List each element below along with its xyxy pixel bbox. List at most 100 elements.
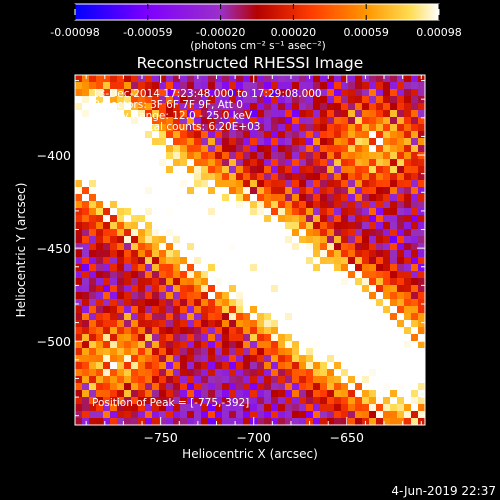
heatmap-cell bbox=[124, 264, 132, 272]
heatmap-cell bbox=[264, 82, 272, 90]
heatmap-cell bbox=[411, 292, 419, 300]
heatmap-cell bbox=[313, 75, 321, 83]
heatmap-cell bbox=[75, 334, 83, 342]
heatmap-cell bbox=[208, 215, 216, 223]
colorbar-units: (photons cm⁻² s⁻¹ asec⁻²) bbox=[190, 40, 325, 52]
heatmap-cell bbox=[236, 229, 244, 237]
heatmap-cell bbox=[320, 292, 328, 300]
heatmap-cell bbox=[369, 201, 377, 209]
heatmap-cell bbox=[222, 103, 230, 111]
heatmap-cell bbox=[278, 229, 286, 237]
heatmap-cell bbox=[124, 278, 132, 286]
heatmap-cell bbox=[383, 271, 391, 279]
heatmap-cell bbox=[145, 89, 153, 97]
heatmap-cell bbox=[152, 348, 160, 356]
heatmap-cell bbox=[215, 362, 223, 370]
heatmap-cell bbox=[411, 320, 419, 328]
heatmap-cell bbox=[285, 397, 293, 405]
heatmap-cell bbox=[292, 334, 300, 342]
heatmap-cell bbox=[236, 75, 244, 83]
heatmap-cell bbox=[390, 110, 398, 118]
heatmap-cell bbox=[75, 82, 83, 90]
heatmap-cell bbox=[187, 397, 195, 405]
heatmap-cell bbox=[96, 348, 104, 356]
heatmap-cell bbox=[327, 201, 335, 209]
annotations: 13-Dec-2014 17:23:48.000 to 17:29:08.000… bbox=[92, 88, 322, 409]
heatmap-cell bbox=[285, 285, 293, 293]
heatmap-cell bbox=[201, 152, 209, 160]
heatmap-cell bbox=[390, 194, 398, 202]
heatmap-cell bbox=[180, 285, 188, 293]
heatmap-cell bbox=[194, 355, 202, 363]
heatmap-cell bbox=[334, 166, 342, 174]
heatmap-cell bbox=[229, 243, 237, 251]
heatmap-cell bbox=[243, 383, 251, 391]
heatmap-cell bbox=[159, 166, 167, 174]
heatmap-cell bbox=[264, 75, 272, 83]
heatmap-cell bbox=[383, 180, 391, 188]
heatmap-cell bbox=[187, 369, 195, 377]
heatmap-cell bbox=[124, 173, 132, 181]
heatmap-cell bbox=[96, 376, 104, 384]
heatmap-cell bbox=[138, 103, 146, 111]
heatmap-cell bbox=[75, 362, 83, 370]
heatmap-cell bbox=[376, 96, 384, 104]
heatmap-cell bbox=[180, 369, 188, 377]
heatmap-cell bbox=[355, 152, 363, 160]
heatmap-cell bbox=[348, 278, 356, 286]
heatmap-cell bbox=[404, 243, 412, 251]
heatmap-cell bbox=[208, 397, 216, 405]
heatmap-cell bbox=[383, 383, 391, 391]
footer-date: 4-Jun-2019 22:37 bbox=[391, 484, 496, 498]
heatmap-cell bbox=[397, 369, 405, 377]
heatmap-cell bbox=[313, 390, 321, 398]
heatmap-cell bbox=[264, 152, 272, 160]
heatmap-cell bbox=[264, 131, 272, 139]
heatmap-cell bbox=[278, 397, 286, 405]
heatmap-cell bbox=[264, 285, 272, 293]
heatmap-cell bbox=[187, 376, 195, 384]
heatmap-cell bbox=[236, 355, 244, 363]
heatmap-cell bbox=[159, 124, 167, 132]
heatmap-cell bbox=[208, 201, 216, 209]
heatmap-cell bbox=[201, 187, 209, 195]
heatmap-cell bbox=[271, 313, 279, 321]
heatmap-cell bbox=[166, 131, 174, 139]
heatmap-cell bbox=[362, 166, 370, 174]
heatmap-cell bbox=[264, 222, 272, 230]
heatmap-cell bbox=[243, 180, 251, 188]
heatmap-cell bbox=[124, 327, 132, 335]
heatmap-cell bbox=[173, 208, 181, 216]
heatmap-cell bbox=[222, 208, 230, 216]
heatmap-cell bbox=[173, 194, 181, 202]
heatmap-cell bbox=[320, 180, 328, 188]
heatmap-cell bbox=[222, 75, 230, 83]
heatmap-cell bbox=[334, 229, 342, 237]
heatmap-cell bbox=[236, 376, 244, 384]
heatmap-cell bbox=[82, 201, 90, 209]
heatmap-cell bbox=[355, 376, 363, 384]
heatmap-cell bbox=[110, 341, 118, 349]
heatmap-cell bbox=[222, 152, 230, 160]
heatmap-cell bbox=[411, 208, 419, 216]
heatmap-cell bbox=[89, 383, 97, 391]
heatmap-cell bbox=[306, 306, 314, 314]
heatmap-cell bbox=[103, 110, 111, 118]
heatmap-cell bbox=[341, 229, 349, 237]
heatmap-cell bbox=[362, 411, 370, 419]
heatmap-cell bbox=[278, 187, 286, 195]
heatmap-cell bbox=[131, 334, 139, 342]
heatmap-cell bbox=[152, 215, 160, 223]
heatmap-cell bbox=[194, 306, 202, 314]
heatmap-cell bbox=[292, 355, 300, 363]
heatmap-cell bbox=[166, 187, 174, 195]
heatmap-cell bbox=[124, 131, 132, 139]
heatmap-cell bbox=[285, 159, 293, 167]
heatmap-cell bbox=[180, 418, 188, 425]
heatmap-cell bbox=[257, 397, 265, 405]
heatmap-cell bbox=[201, 376, 209, 384]
heatmap-cell bbox=[96, 117, 104, 125]
heatmap-cell bbox=[103, 117, 111, 125]
heatmap-cell bbox=[194, 159, 202, 167]
heatmap-cell bbox=[348, 236, 356, 244]
